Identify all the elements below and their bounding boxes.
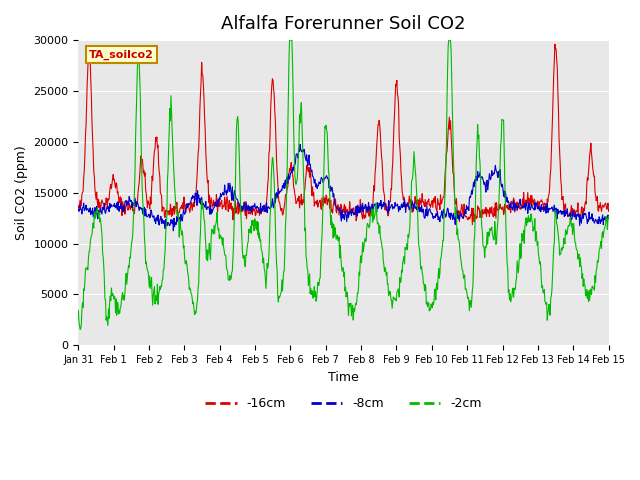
-16cm [452,201,460,207]
-16cm [532,202,540,207]
-16cm [474,206,482,212]
-16cm [212,192,220,197]
-8cm [170,228,177,234]
-8cm [75,206,83,212]
Y-axis label: Soil CO2 (ppm): Soil CO2 (ppm) [15,145,28,240]
Line: -2cm: -2cm [79,40,609,329]
-16cm [468,222,476,228]
Text: TA_soilco2: TA_soilco2 [89,49,154,60]
-2cm [302,253,310,259]
-2cm [76,326,84,332]
X-axis label: Time: Time [328,371,359,384]
-2cm [285,37,293,43]
-8cm [302,158,310,164]
-8cm [453,208,461,214]
-16cm [301,186,308,192]
-2cm [533,242,541,248]
-8cm [605,216,612,221]
-2cm [213,209,221,215]
-8cm [213,199,221,204]
-2cm [453,232,461,238]
-16cm [551,41,559,47]
-16cm [605,208,612,214]
-2cm [475,132,483,138]
-2cm [605,214,612,219]
-2cm [133,91,141,96]
-2cm [75,308,83,313]
Line: -16cm: -16cm [79,44,609,225]
-8cm [475,174,483,180]
-16cm [75,203,83,209]
-8cm [132,204,140,210]
Legend: -16cm, -8cm, -2cm: -16cm, -8cm, -2cm [200,392,486,415]
-8cm [533,202,541,207]
Title: Alfalfa Forerunner Soil CO2: Alfalfa Forerunner Soil CO2 [221,15,466,33]
Line: -8cm: -8cm [79,144,609,231]
-16cm [132,200,140,206]
-8cm [296,142,304,147]
